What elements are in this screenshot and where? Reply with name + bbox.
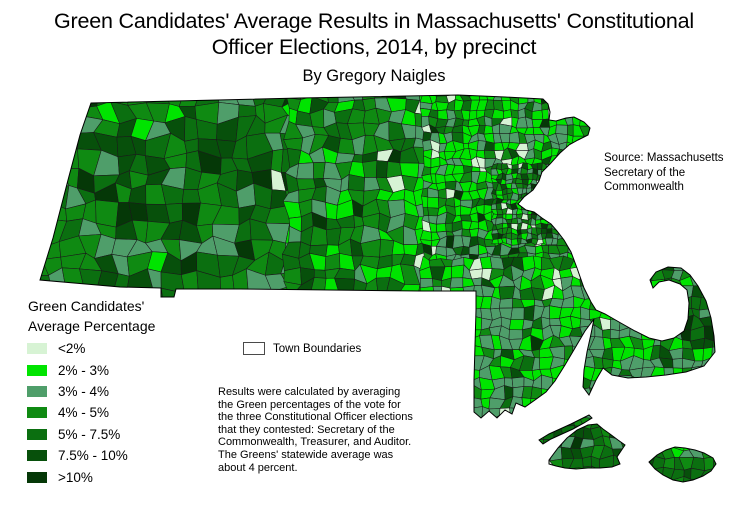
legend-item-label: 3% - 4% (58, 383, 110, 399)
methodology-note: Results were calculated by averaging the… (218, 386, 413, 474)
legend-item: 4% - 5% (27, 402, 128, 423)
legend-color-swatch (27, 385, 47, 397)
town-boundaries-label: Town Boundaries (273, 342, 362, 355)
legend-item: 5% - 7.5% (27, 424, 128, 445)
legend-item: 2% - 3% (27, 359, 128, 380)
state-outline (39, 94, 717, 483)
legend-color-swatch (27, 364, 47, 376)
legend-item: 7.5% - 10% (27, 445, 128, 466)
legend-item-label: >10% (58, 469, 93, 485)
legend-color-swatch (27, 343, 47, 355)
town-boundaries-swatch (243, 342, 265, 355)
legend-title: Green Candidates' Average Percentage (28, 298, 156, 334)
town-boundaries-legend: Town Boundaries (243, 342, 361, 355)
legend-item: <2% (27, 338, 128, 359)
legend-item-label: 2% - 3% (58, 362, 110, 378)
page-title: Green Candidates' Average Results in Mas… (54, 9, 694, 59)
legend-color-swatch (27, 471, 47, 483)
source-note: Source: Massachusetts Secretary of the C… (604, 152, 724, 193)
legend-item-label: 7.5% - 10% (58, 448, 128, 464)
legend-color-swatch (27, 428, 47, 440)
author-byline: By Gregory Naigles (302, 67, 446, 85)
legend-color-swatch (27, 407, 47, 419)
legend-item-label: <2% (58, 341, 86, 357)
legend-item-label: 4% - 5% (58, 405, 110, 421)
legend-item-label: 5% - 7.5% (58, 426, 121, 442)
legend: <2% 2% - 3% 3% - 4% 4% - 5% 5% - 7.5% 7.5% - … (27, 338, 128, 488)
legend-color-swatch (27, 450, 47, 462)
legend-item: 3% - 4% (27, 381, 128, 402)
legend-item: >10% (27, 466, 128, 487)
